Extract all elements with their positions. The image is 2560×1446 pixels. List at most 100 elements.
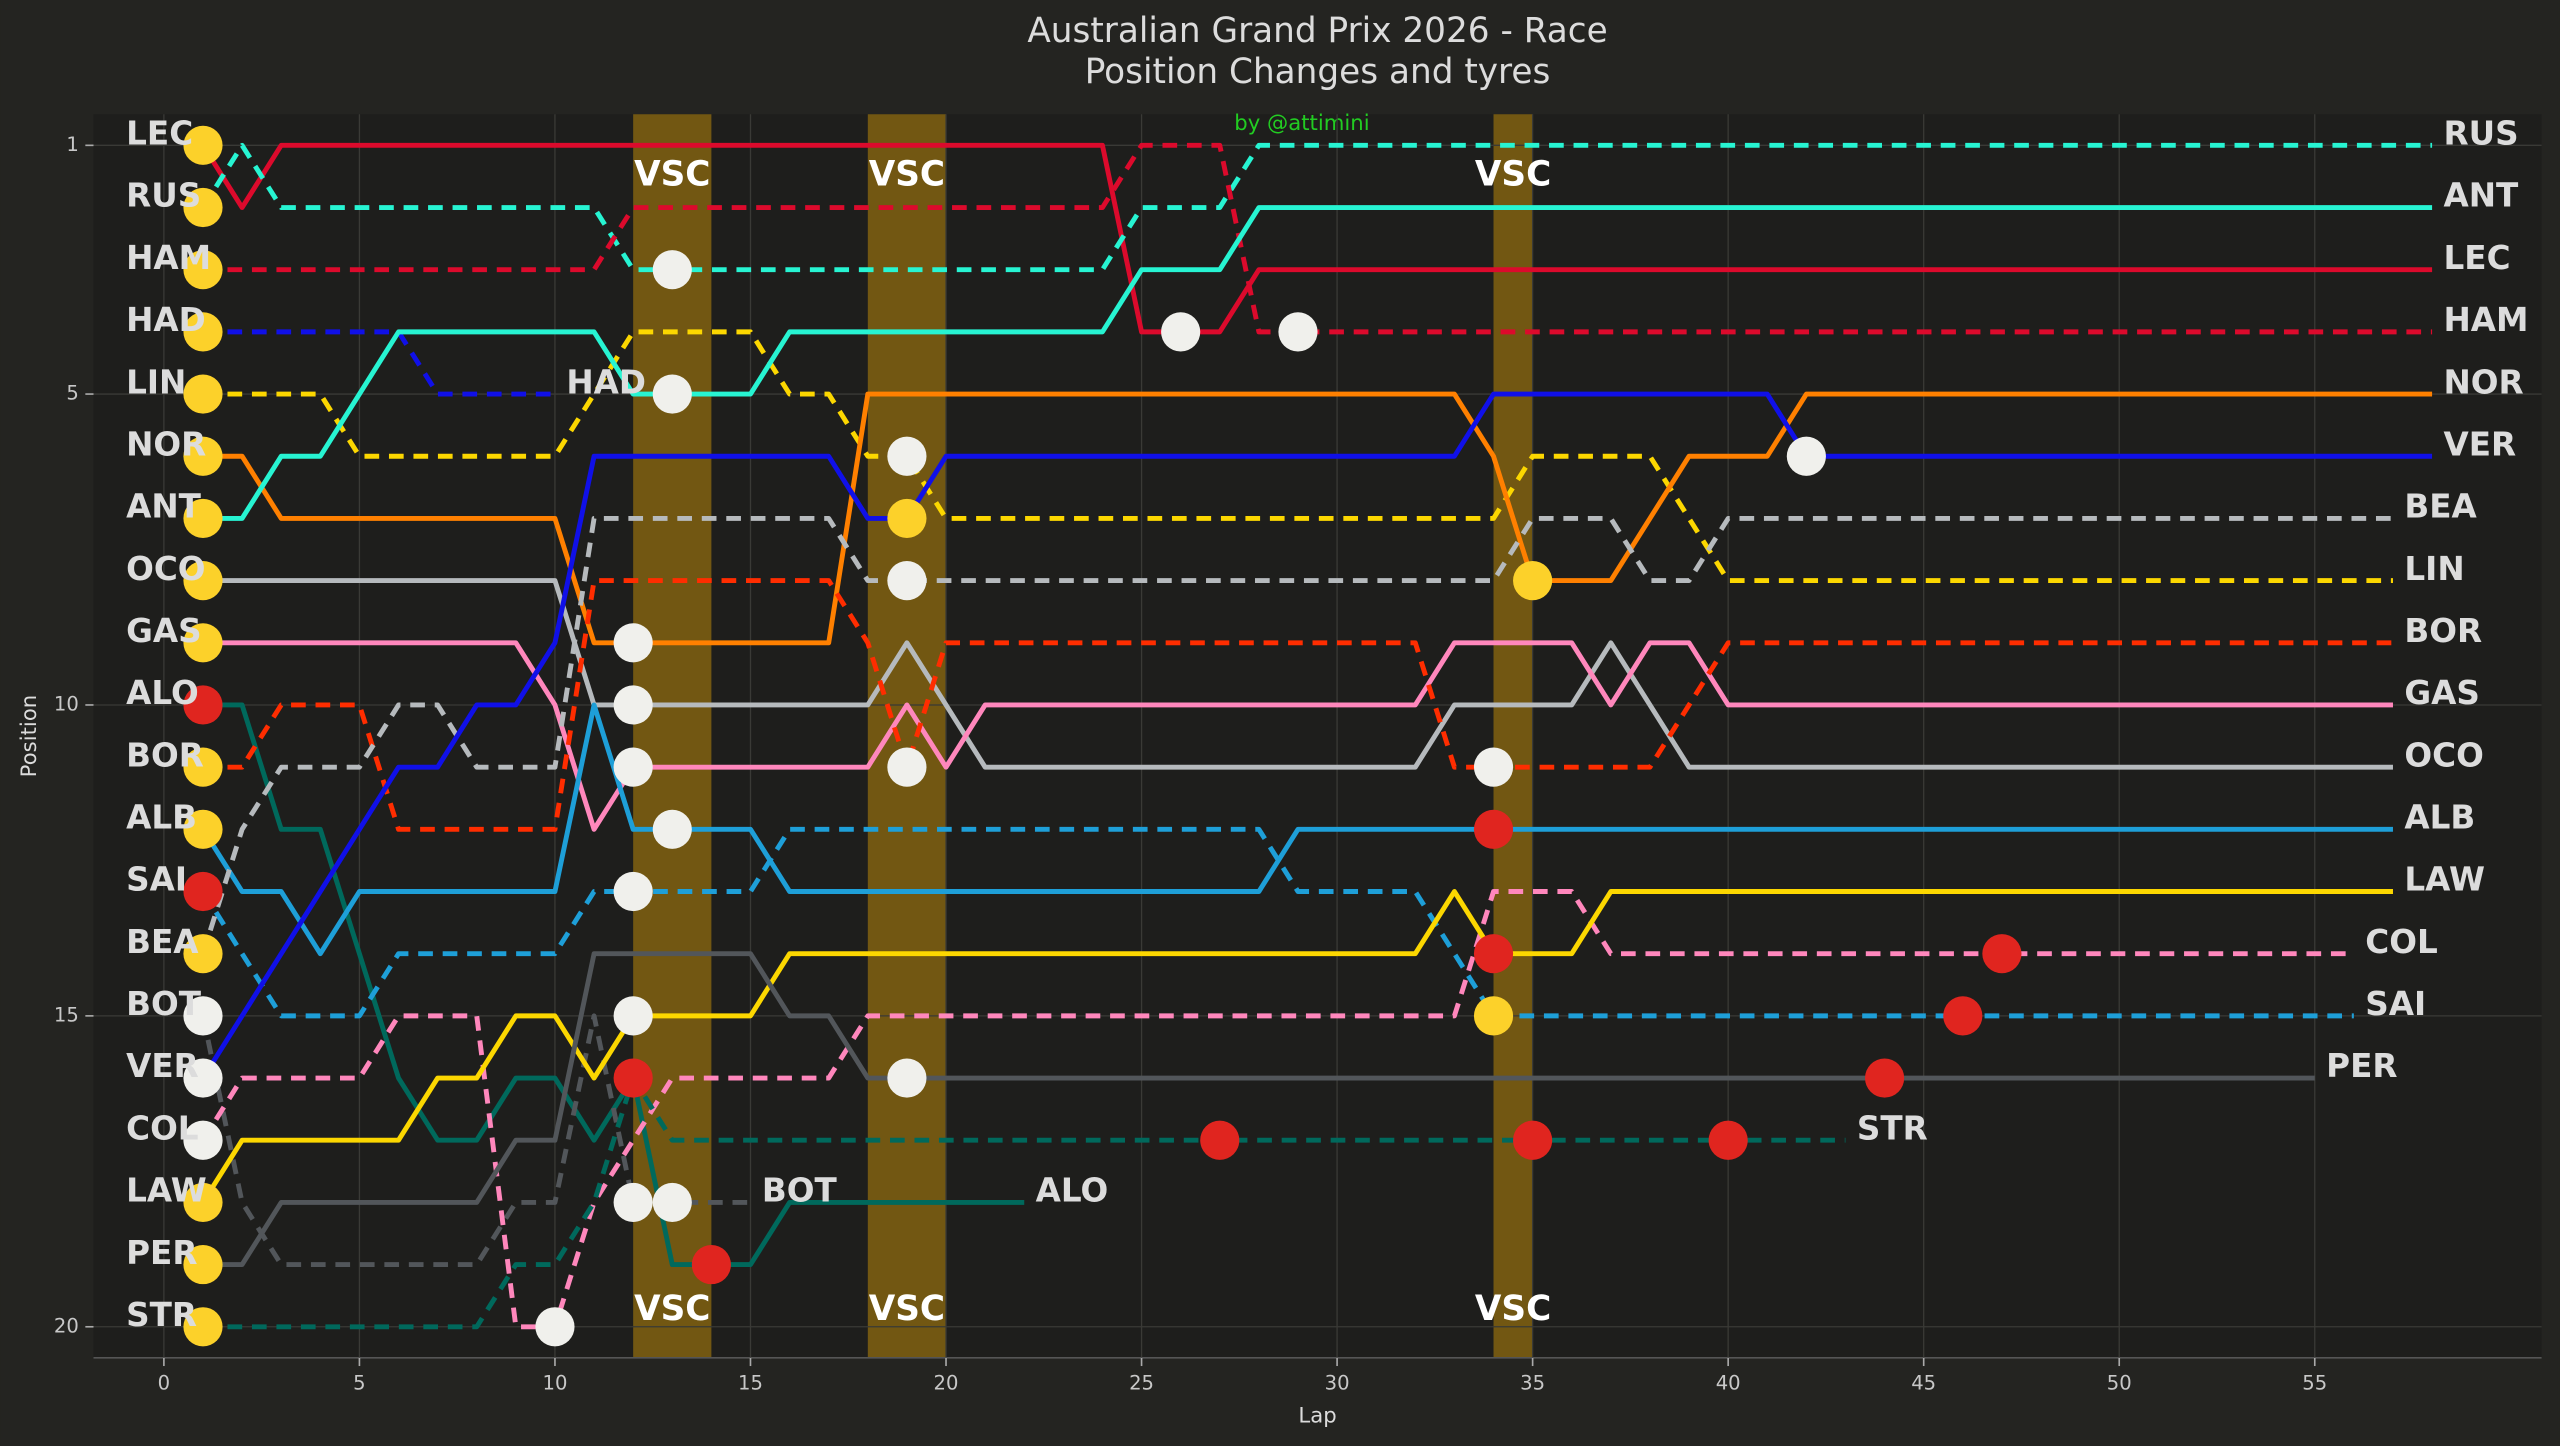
vsc-band: [867, 114, 947, 1358]
vsc-label: VSC: [634, 155, 710, 195]
end-label: PER: [2326, 1047, 2397, 1085]
position-line: [200, 391, 2433, 1080]
tyre-marker: [613, 747, 653, 787]
vsc-layer: [633, 114, 1533, 1358]
start-label: BOT: [126, 985, 202, 1023]
tyre-marker: [613, 623, 653, 663]
x-tick-label: 45: [1911, 1371, 1936, 1394]
tyre-marker: [183, 125, 223, 165]
end-label: ALB: [2404, 799, 2475, 837]
tyre-marker: [183, 436, 223, 476]
tyre-marker: [652, 250, 692, 290]
tyre-marker: [183, 498, 223, 539]
credit: by @attimini: [1234, 111, 1369, 136]
position-line: [202, 142, 2433, 335]
start-label: STR: [126, 1296, 197, 1334]
position-line: [202, 640, 2393, 832]
tyre-marker: [183, 685, 223, 725]
start-label: VER: [126, 1047, 199, 1085]
end-label: STR: [1857, 1109, 1928, 1147]
start-label: PER: [126, 1234, 197, 1272]
start-label: ALO: [126, 674, 199, 712]
start-label: RUS: [126, 177, 201, 215]
start-label: LEC: [126, 115, 193, 153]
start-label: SAI: [126, 861, 187, 899]
end-label: HAM: [2444, 301, 2529, 339]
position-line: [202, 329, 2393, 584]
end-label: ANT: [2444, 177, 2520, 215]
tyre-marker: [887, 747, 927, 787]
start-label: ALB: [126, 799, 197, 837]
end-label: SAI: [2365, 985, 2426, 1023]
tyre-marker: [1865, 1058, 1905, 1098]
tyre-marker: [1513, 561, 1553, 601]
vsc-label: VSC: [869, 155, 945, 195]
position-line: [200, 889, 2354, 1330]
end-label: RUS: [2444, 115, 2519, 153]
tyre-marker: [1786, 436, 1826, 476]
end-label: VER: [2444, 425, 2517, 463]
start-label: NOR: [126, 425, 206, 463]
start-label: HAD: [126, 301, 206, 339]
end-label: LIN: [2404, 550, 2464, 588]
start-label: LAW: [126, 1172, 207, 1210]
plot-area: [93, 114, 2542, 1358]
y-tick-label: 20: [54, 1314, 79, 1337]
vsc-label: VSC: [1475, 155, 1551, 195]
tyre-marker: [1473, 809, 1514, 849]
tyre-marker: [183, 312, 223, 352]
tyre-marker: [691, 1245, 731, 1285]
tyre-marker: [613, 1058, 653, 1098]
end-label: BOR: [2404, 612, 2482, 650]
start-label: LIN: [126, 363, 186, 401]
tyre-marker: [1473, 747, 1514, 787]
tyre-marker: [887, 561, 927, 601]
position-line: [200, 1013, 751, 1268]
position-line: [200, 142, 2433, 273]
position-line: [202, 578, 2393, 832]
x-axis-label: Lap: [1298, 1404, 1336, 1429]
labels-layer: 0 5 10 15 20 25 30 35 40 45 50 5515101520VSCVSCVSCV…: [54, 115, 2529, 1395]
vsc-band: [633, 114, 712, 1358]
start-label: BEA: [126, 923, 199, 961]
tyre-marker: [1473, 996, 1514, 1036]
tyre-marker: [183, 1245, 223, 1285]
tyre-marker: [652, 374, 692, 414]
tyre-marker: [613, 685, 653, 725]
tyre-marker: [1473, 934, 1514, 974]
position-line: [200, 826, 2354, 1019]
tyre-marker: [652, 1182, 692, 1223]
tyre-marker: [183, 747, 223, 787]
tyre-marker: [1943, 996, 1983, 1036]
x-tick-label: 15: [738, 1371, 763, 1394]
tyre-marker: [1200, 1120, 1240, 1160]
tyre-marker: [1708, 1120, 1748, 1160]
x-tick-label: 20: [934, 1371, 959, 1394]
tyre-marker: [887, 1058, 927, 1098]
tyre-marker: [183, 871, 223, 912]
x-tick-label: 55: [2302, 1371, 2327, 1394]
y-axis-label: Position: [17, 695, 42, 778]
x-tick-label: 50: [2107, 1371, 2132, 1394]
y-tick-label: 15: [54, 1003, 79, 1026]
end-label: BEA: [2404, 488, 2477, 526]
tyre-marker: [183, 809, 223, 849]
tyre-marker: [183, 1120, 223, 1160]
position-line: [202, 1075, 1846, 1330]
tyre-marker: [183, 1182, 223, 1223]
position-line: [202, 329, 555, 397]
vsc-label: VSC: [869, 1289, 945, 1329]
start-label: COL: [126, 1109, 198, 1147]
start-label: BOR: [126, 736, 204, 774]
tyre-marker: [183, 250, 223, 290]
end-label: GAS: [2404, 674, 2480, 712]
x-tick-label: 5: [353, 1371, 365, 1394]
tyre-marker: [613, 1182, 653, 1223]
x-tick-label: 30: [1325, 1371, 1350, 1394]
tyre-marker: [1513, 1120, 1553, 1160]
tyre-marker: [183, 623, 223, 663]
start-label: HAM: [126, 239, 211, 277]
tyre-marker: [183, 1058, 223, 1098]
chart-subtitle: Position Changes and tyres: [1085, 52, 1551, 92]
